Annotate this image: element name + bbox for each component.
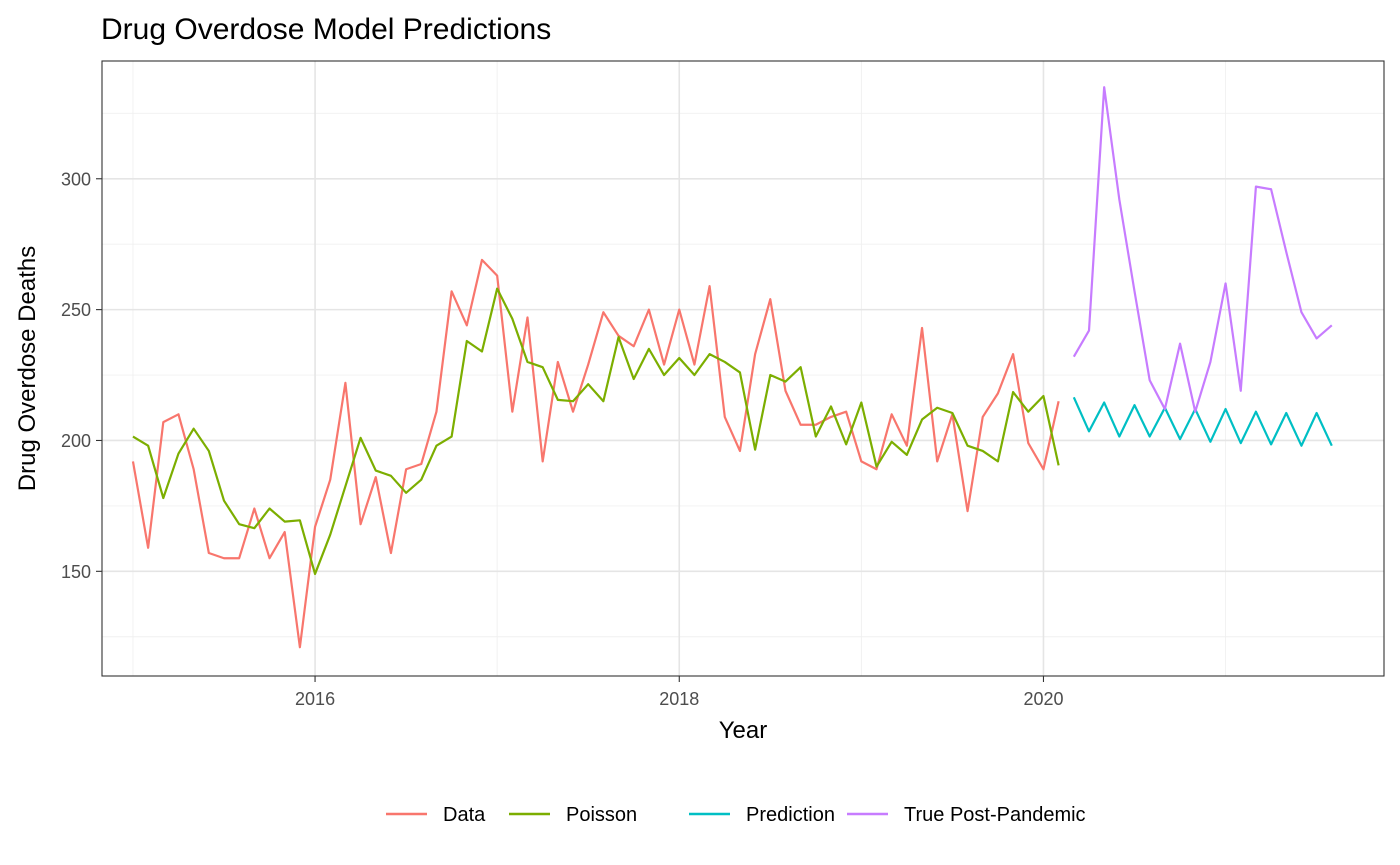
chart-title: Drug Overdose Model Predictions bbox=[101, 13, 551, 46]
series-line-poisson bbox=[132, 287, 1060, 576]
y-tick-label: 300 bbox=[61, 169, 91, 189]
y-axis-title: Drug Overdose Deaths bbox=[14, 246, 41, 491]
y-tick-label: 150 bbox=[61, 562, 91, 582]
legend: Data Poisson Prediction True Post-Pandemic bbox=[386, 804, 1086, 826]
x-tick-label: 2020 bbox=[1023, 689, 1063, 709]
y-axis: 150 200 250 300 bbox=[61, 169, 102, 582]
y-tick-label: 200 bbox=[61, 431, 91, 451]
series-lines bbox=[131, 86, 1333, 649]
legend-label-prediction: Prediction bbox=[746, 804, 835, 826]
plot-panel-border bbox=[101, 60, 1385, 677]
x-tick-label: 2018 bbox=[659, 689, 699, 709]
legend-label-true-post-pandemic: True Post-Pandemic bbox=[904, 804, 1086, 826]
x-axis: 2016 2018 2020 bbox=[295, 676, 1063, 709]
x-axis-title: Year bbox=[719, 717, 768, 744]
series-line-prediction bbox=[1072, 396, 1333, 447]
x-tick-label: 2016 bbox=[295, 689, 335, 709]
legend-label-poisson: Poisson bbox=[566, 804, 637, 826]
y-tick-label: 250 bbox=[61, 300, 91, 320]
grid bbox=[102, 61, 1384, 676]
legend-label-data: Data bbox=[443, 804, 486, 826]
series-line-data bbox=[131, 258, 1060, 649]
series-line-true-post-pandemic bbox=[1072, 86, 1333, 413]
